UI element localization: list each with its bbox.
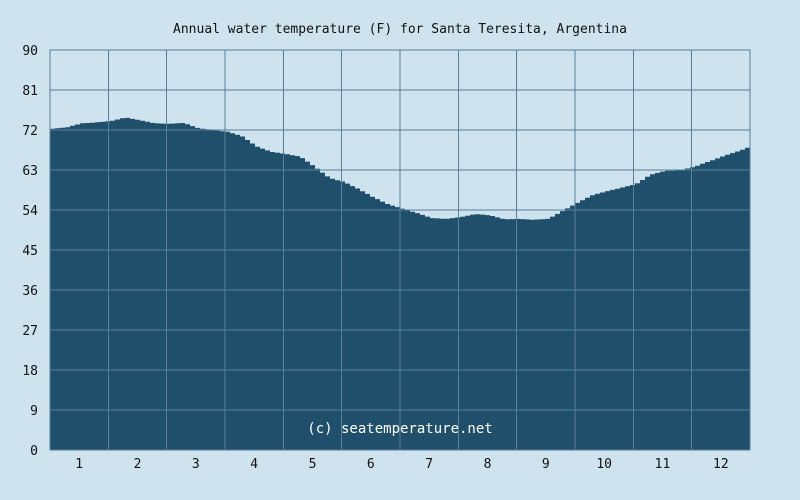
x-tick-label: 7 xyxy=(425,457,433,472)
x-tick-label: 11 xyxy=(655,457,671,472)
y-tick-label: 90 xyxy=(22,44,38,59)
y-tick-label: 36 xyxy=(22,284,38,299)
x-tick-label: 3 xyxy=(192,457,200,472)
y-tick-label: 27 xyxy=(22,324,38,339)
x-tick-label: 2 xyxy=(134,457,142,472)
x-tick-label: 9 xyxy=(542,457,550,472)
y-tick-label: 9 xyxy=(30,404,38,419)
y-tick-label: 18 xyxy=(22,364,38,379)
chart-title: Annual water temperature (F) for Santa T… xyxy=(173,22,627,37)
x-tick-label: 8 xyxy=(484,457,492,472)
x-tick-label: 12 xyxy=(713,457,729,472)
x-tick-label: 1 xyxy=(75,457,83,472)
x-tick-label: 6 xyxy=(367,457,375,472)
y-tick-label: 45 xyxy=(22,244,38,259)
x-tick-label: 5 xyxy=(309,457,317,472)
y-tick-label: 81 xyxy=(22,84,38,99)
x-tick-label: 4 xyxy=(250,457,258,472)
y-tick-label: 63 xyxy=(22,164,38,179)
y-tick-label: 54 xyxy=(22,204,38,219)
y-tick-label: 0 xyxy=(30,444,38,459)
y-tick-label: 72 xyxy=(22,124,38,139)
x-tick-label: 10 xyxy=(596,457,612,472)
watermark-text: (c) seatemperature.net xyxy=(307,421,492,437)
plot-frame xyxy=(49,49,751,451)
